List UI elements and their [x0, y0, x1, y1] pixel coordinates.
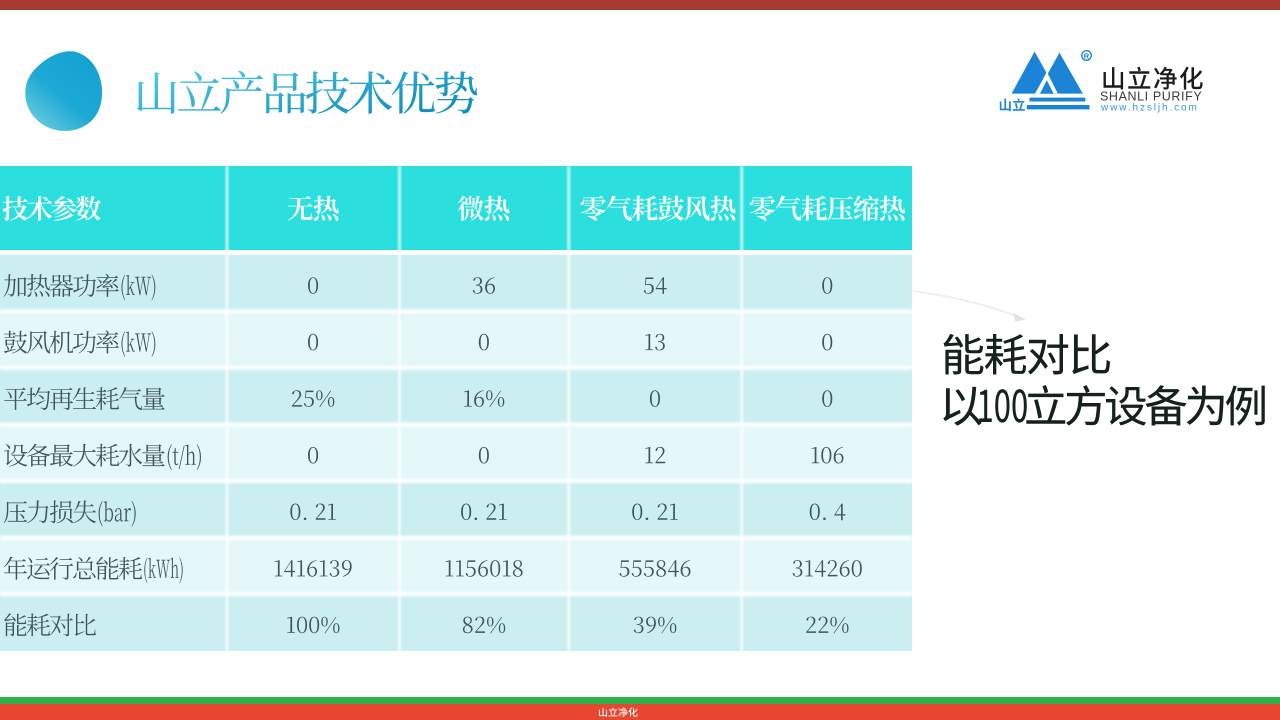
svg-text:R: R: [1084, 51, 1090, 60]
svg-text:www.hzsljh.com: www.hzsljh.com: [1100, 103, 1199, 114]
svg-text:SHANLI PURIFY: SHANLI PURIFY: [1100, 90, 1202, 104]
